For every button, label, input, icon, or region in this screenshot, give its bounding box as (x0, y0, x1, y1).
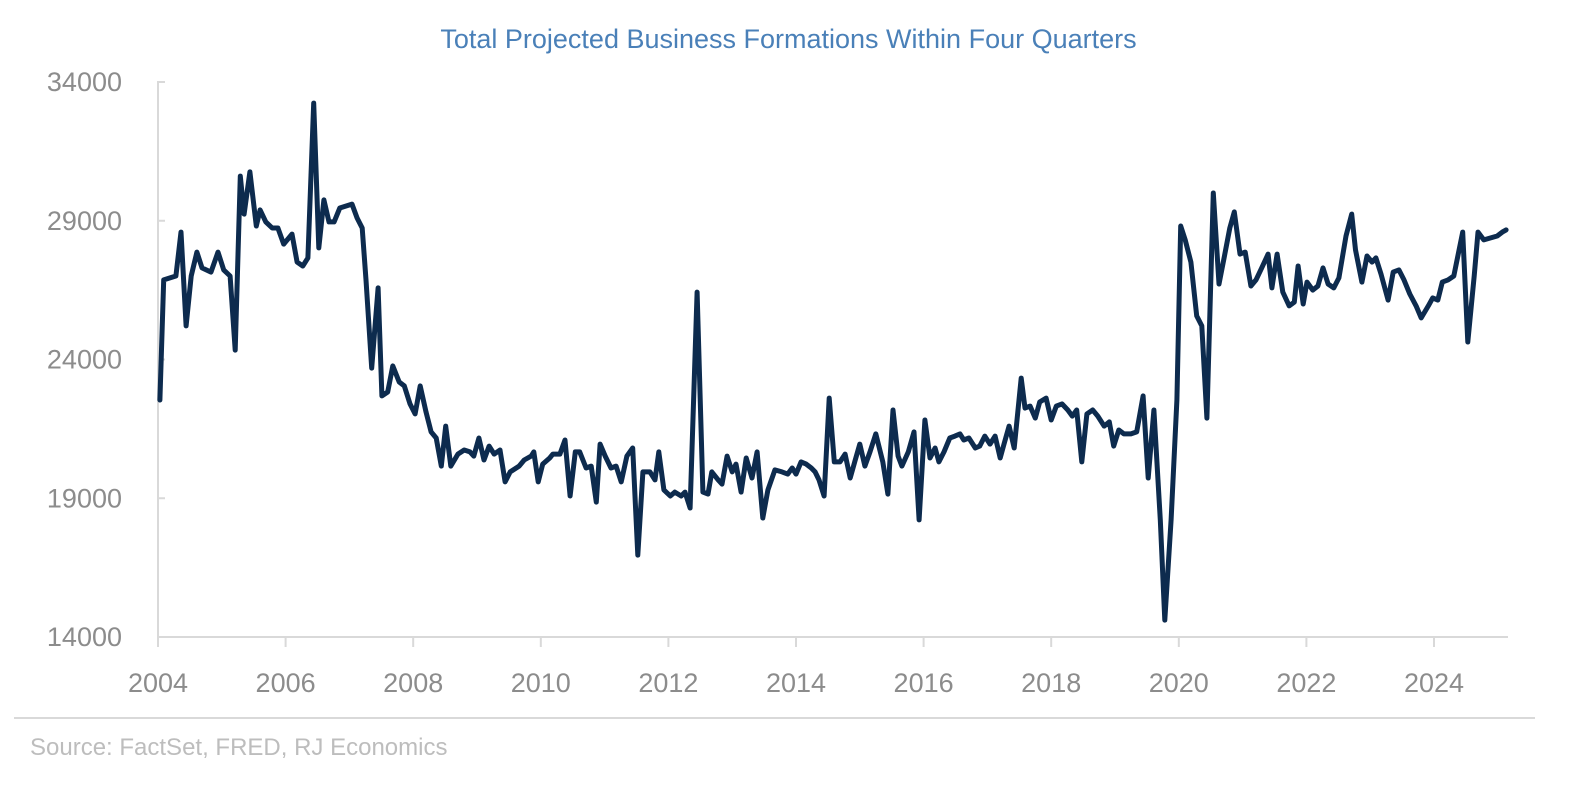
y-tick-label: 34000 (47, 67, 122, 97)
x-tick-label: 2008 (383, 668, 443, 698)
x-tick-label: 2020 (1149, 668, 1209, 698)
y-tick-label: 19000 (47, 483, 122, 513)
series-line (157, 100, 1509, 623)
x-tick-label: 2004 (128, 668, 188, 698)
x-tick-label: 2012 (638, 668, 698, 698)
y-tick-label: 14000 (47, 622, 122, 652)
x-tick-label: 2022 (1276, 668, 1336, 698)
x-tick-label: 2010 (511, 668, 571, 698)
footer-divider (14, 717, 1535, 719)
source-note: Source: FactSet, FRED, RJ Economics (30, 734, 448, 761)
x-tick-label: 2014 (766, 668, 826, 698)
chart-title: Total Projected Business Formations With… (440, 24, 1137, 54)
y-tick-label: 24000 (47, 345, 122, 375)
y-tick-label: 29000 (47, 206, 122, 236)
x-tick-label: 2018 (1021, 668, 1081, 698)
x-tick-label: 2024 (1404, 668, 1464, 698)
x-tick-label: 2006 (256, 668, 316, 698)
x-tick-label: 2016 (894, 668, 954, 698)
